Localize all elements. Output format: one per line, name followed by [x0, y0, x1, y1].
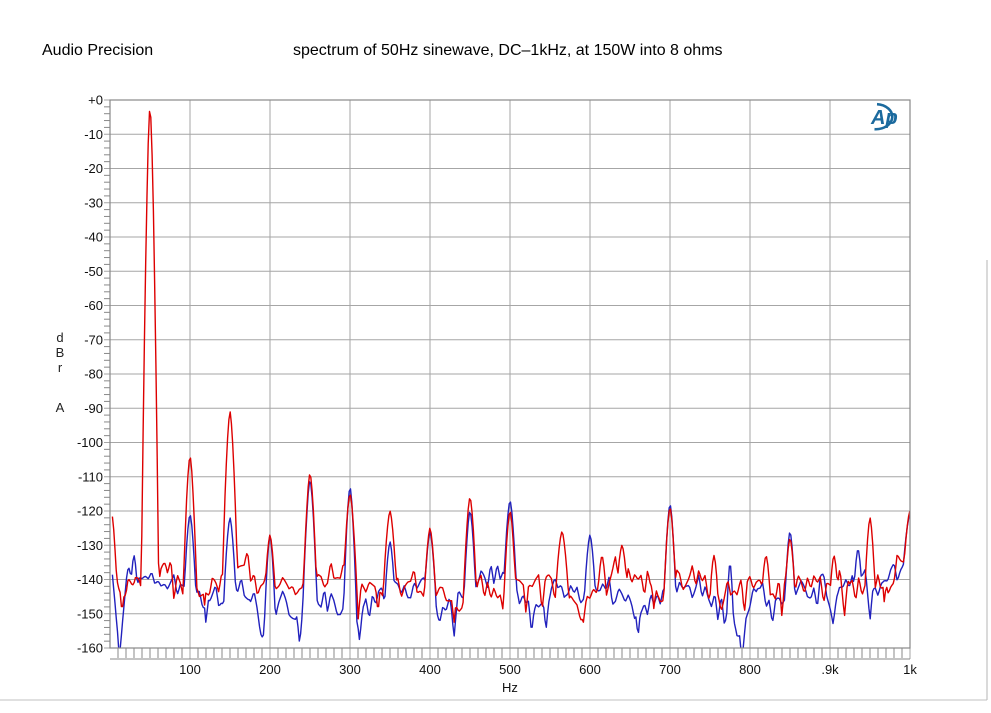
- y-axis-label-line: A: [55, 400, 65, 415]
- y-tick-label: -40: [84, 230, 103, 245]
- y-tick-label: -60: [84, 298, 103, 313]
- x-tick-label: 200: [259, 662, 281, 677]
- trace-red: [111, 110, 910, 623]
- y-tick-label: -110: [78, 469, 103, 484]
- logo-text: Ap: [870, 107, 898, 129]
- x-tick-label: 1k: [903, 662, 917, 677]
- y-tick-label: -100: [77, 435, 103, 450]
- y-axis-label-line: d: [56, 330, 64, 345]
- x-tick-label: 300: [339, 662, 361, 677]
- x-axis-unit-label: Hz: [502, 680, 518, 695]
- y-axis-label-line: r: [57, 360, 63, 375]
- brand-label: Audio Precision: [42, 42, 154, 59]
- y-tick-label: -130: [77, 538, 103, 553]
- x-tick-label: 800: [739, 662, 761, 677]
- chart-title: spectrum of 50Hz sinewave, DC–1kHz, at 1…: [293, 42, 723, 59]
- y-tick-label: -160: [77, 641, 103, 656]
- header: Audio Precision spectrum of 50Hz sinewav…: [0, 42, 991, 64]
- y-tick-label: -30: [84, 195, 103, 210]
- logo-swoosh: [874, 102, 894, 131]
- y-tick-label: -90: [84, 401, 103, 416]
- x-tick-label: 400: [419, 662, 441, 677]
- trace-blue: [111, 481, 910, 648]
- y-tick-label: -50: [84, 264, 103, 279]
- y-tick-label: +0: [88, 93, 103, 108]
- x-tick-label: 600: [579, 662, 601, 677]
- audio-precision-logo: Ap: [870, 102, 898, 131]
- y-tick-label: -20: [84, 161, 103, 176]
- y-tick-label: -70: [84, 332, 103, 347]
- y-tick-label: -10: [84, 127, 103, 142]
- x-tick-label: 500: [499, 662, 521, 677]
- x-tick-label: 700: [659, 662, 681, 677]
- y-axis-label: d B r A: [52, 330, 68, 415]
- x-tick-label: .9k: [821, 662, 839, 677]
- y-tick-label: -120: [77, 504, 103, 519]
- y-tick-label: -150: [77, 606, 103, 621]
- y-axis-label-line: B: [55, 345, 65, 360]
- x-tick-label: 100: [179, 662, 201, 677]
- y-tick-label: -140: [77, 572, 103, 587]
- y-tick-label: -80: [84, 367, 103, 382]
